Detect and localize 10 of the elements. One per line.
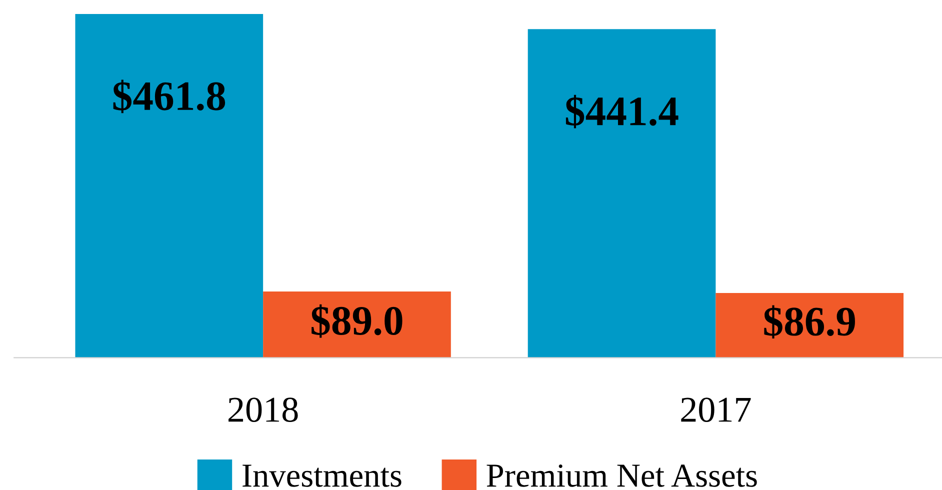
legend-label: Investments bbox=[242, 464, 402, 487]
legend-label: Premium Net Assets bbox=[486, 464, 757, 487]
x-tick-label: 2017 bbox=[681, 398, 751, 422]
x-tick-label: 2018 bbox=[228, 398, 298, 422]
bar bbox=[528, 29, 716, 358]
data-label: $86.9 bbox=[764, 305, 855, 339]
data-label: $461.8 bbox=[113, 80, 226, 114]
bar bbox=[75, 14, 264, 358]
data-label: $441.4 bbox=[566, 94, 678, 128]
data-label: $89.0 bbox=[312, 304, 402, 338]
